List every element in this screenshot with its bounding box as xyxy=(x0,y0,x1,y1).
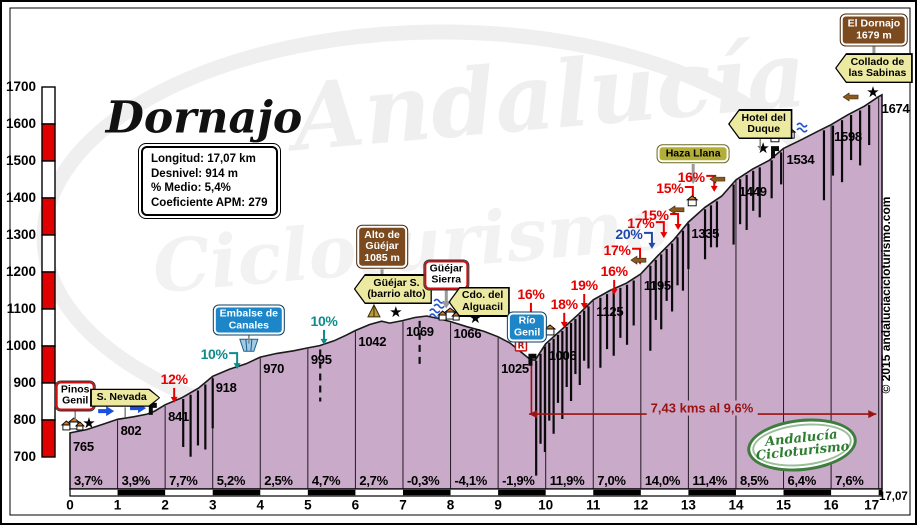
callout-arrow xyxy=(655,221,665,234)
elevation-scale-segment xyxy=(41,345,56,384)
annotation-arrowhead-right xyxy=(868,410,877,419)
sharp-bend-icon xyxy=(771,146,780,159)
route-direction-arrow-icon xyxy=(98,406,115,417)
village-houses-icon xyxy=(60,417,85,431)
callout-arrowhead xyxy=(527,311,535,318)
chart-title: Dornajo xyxy=(105,92,303,144)
elevation-scale-segment xyxy=(41,271,56,310)
elevation-scale-segment xyxy=(41,197,56,236)
fountain-icon xyxy=(796,122,808,133)
callout-arrowhead xyxy=(610,288,618,295)
stat-desnivel: Desnivel: 914 m xyxy=(151,167,238,180)
svg-text:★: ★ xyxy=(389,303,402,321)
callout-arrowhead xyxy=(710,185,718,192)
stat-longitud: Longitud: 17,07 km xyxy=(151,153,256,165)
km-scale-black-segment xyxy=(783,489,832,496)
elevation-scale-segment xyxy=(41,308,56,347)
km-scale-black-segment xyxy=(307,489,356,496)
star-icon: ★ xyxy=(82,414,95,432)
callout-arrowhead xyxy=(580,302,588,309)
dam-icon xyxy=(239,338,259,352)
svg-text:★: ★ xyxy=(469,309,482,327)
callout-arrow xyxy=(632,247,642,260)
svg-text:★: ★ xyxy=(756,139,769,157)
callout-arrowhead xyxy=(674,224,682,231)
callout-arrowhead xyxy=(320,338,328,345)
sign-pointer-arrowhead xyxy=(688,176,698,184)
km-scale-black-segment xyxy=(402,489,451,496)
km-scale-black-segment xyxy=(212,489,261,496)
km-scale-black-segment xyxy=(593,489,641,496)
callout-arrowhead xyxy=(560,321,568,328)
svg-text:R: R xyxy=(517,341,524,351)
km-scale-black-segment xyxy=(688,489,736,496)
village-houses-icon xyxy=(436,307,462,321)
callout-arrow xyxy=(684,186,694,199)
signpost-icon xyxy=(842,92,859,102)
callout-arrow xyxy=(229,352,239,365)
annotation-7-43-kms: 7,43 kms al 9,6% xyxy=(646,400,758,416)
signpost-icon xyxy=(630,255,647,265)
km-scale-black-segment xyxy=(498,489,546,496)
callout-arrowhead xyxy=(660,232,668,239)
elevation-scale-segment xyxy=(41,86,56,125)
inner-frame xyxy=(9,7,911,516)
annotation-arrowhead-left xyxy=(529,410,538,419)
callout-arrow xyxy=(643,231,653,244)
elevation-scale-segment xyxy=(41,382,56,421)
km-scale-black-segment xyxy=(117,489,166,496)
sign-pointer-arrowhead xyxy=(377,281,387,289)
elevation-profile-area xyxy=(69,93,883,490)
star-icon: ★ xyxy=(866,83,879,101)
fountain-icon xyxy=(433,298,445,309)
svg-text:★: ★ xyxy=(82,414,95,432)
house-icon xyxy=(543,324,557,336)
km-scale-black-segment xyxy=(878,489,882,496)
climb-stats-box: Longitud: 17,07 km Desnivel: 914 m % Med… xyxy=(138,143,281,219)
svg-text:★: ★ xyxy=(866,83,879,101)
route-direction-arrow-icon xyxy=(130,403,147,414)
signpost-icon xyxy=(668,205,685,215)
signpost-icon xyxy=(709,174,726,184)
callout-arrow xyxy=(670,213,680,226)
km-scale-bar xyxy=(69,488,883,497)
restaurant-icon: R xyxy=(514,337,528,352)
campsite-tent-icon xyxy=(367,303,381,318)
star-icon: ★ xyxy=(756,139,769,157)
elevation-scale-segment xyxy=(41,160,56,199)
sharp-bend-icon xyxy=(528,353,537,366)
callout-arrowhead xyxy=(233,363,241,370)
fountain-icon xyxy=(429,308,441,319)
stat-coeficiente: Coeficiente APM: 279 xyxy=(151,196,268,209)
callout-arrowhead xyxy=(170,396,178,403)
elevation-scale-segment xyxy=(41,234,56,273)
star-icon: ★ xyxy=(389,303,402,321)
climb-stats-box-inner: Longitud: 17,07 km Desnivel: 914 m % Med… xyxy=(141,146,278,216)
stat-medio: % Medio: 5,4% xyxy=(151,182,231,194)
house-icon xyxy=(685,195,699,207)
callout-arrowhead xyxy=(648,242,656,249)
sign-pointer-arrowhead xyxy=(869,58,879,66)
star-icon: ★ xyxy=(469,309,482,327)
elevation-scale-segment xyxy=(41,419,56,458)
copyright-text: © 2015 andaluciacicloturismo.com xyxy=(879,196,893,394)
elevation-scale-segment xyxy=(41,123,56,162)
